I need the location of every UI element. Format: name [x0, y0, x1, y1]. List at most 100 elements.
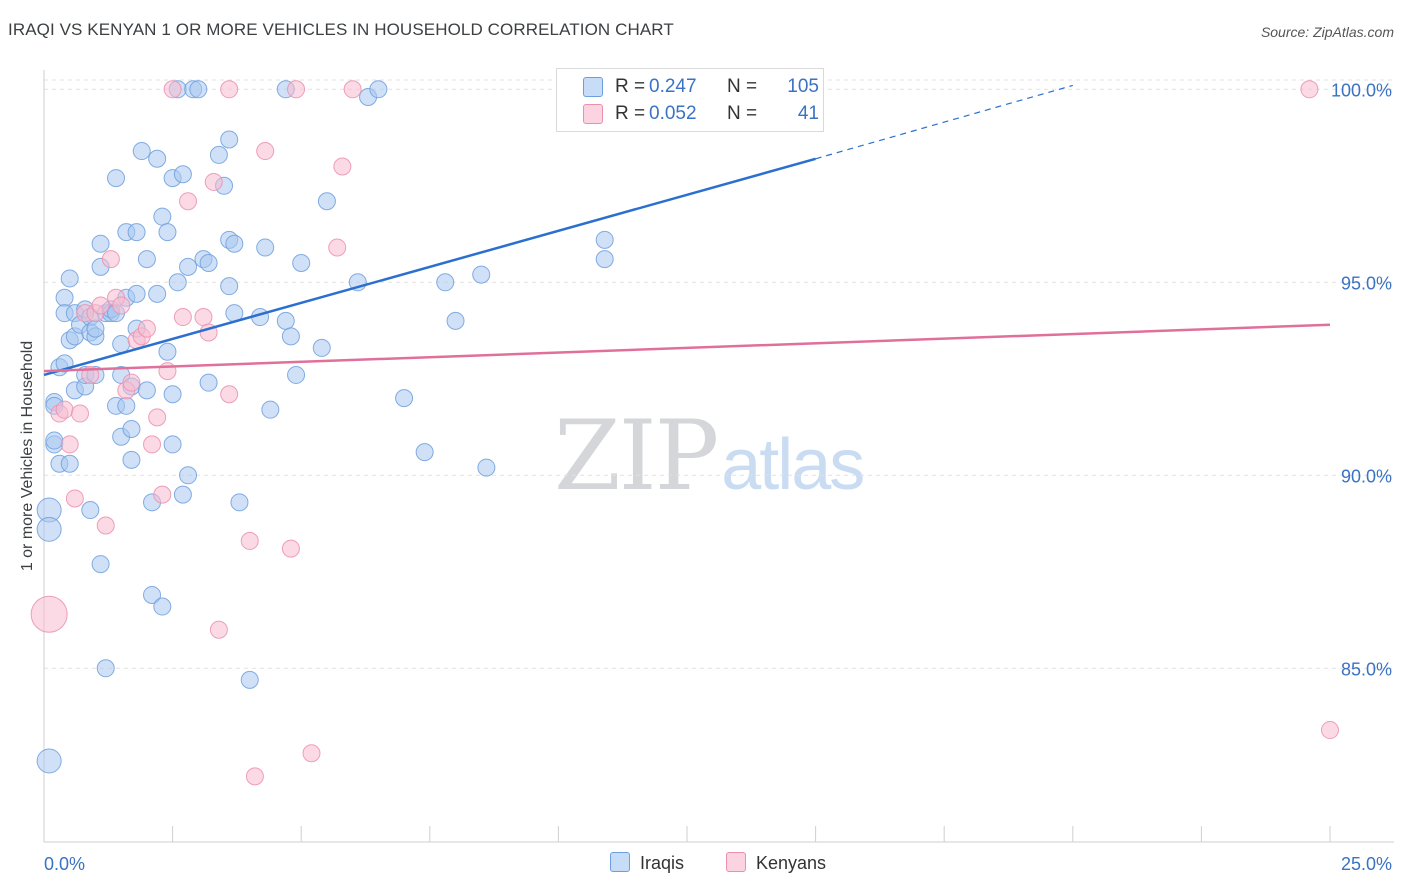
kenyan-point: [1321, 721, 1339, 740]
kenyan-point: [287, 80, 306, 99]
iraqi-point: [276, 311, 295, 330]
legend-r-value-kenyans: 0.052: [649, 103, 697, 124]
watermark: ZIPatlas: [554, 400, 865, 512]
iraqi-point: [122, 450, 141, 469]
iraqi-point: [595, 250, 614, 269]
iraqi-point: [132, 142, 151, 161]
kenyan-point: [173, 308, 192, 327]
iraqi-point: [173, 165, 192, 184]
legend-swatch-kenyans: [583, 104, 603, 124]
kenyan-point: [30, 595, 68, 633]
y-tick-label: 90.0%: [1341, 466, 1392, 486]
iraqi-trend-line: [43, 157, 816, 377]
bottom-legend-iraqis: Iraqis: [610, 852, 684, 874]
iraqi-point: [112, 335, 131, 354]
legend-swatch-iraqis: [583, 77, 603, 97]
iraqi-point: [281, 327, 300, 346]
kenyan-point: [204, 172, 223, 191]
kenyan-point: [137, 319, 156, 338]
iraqi-point: [158, 342, 177, 361]
legend-n-key: N =: [727, 103, 758, 124]
kenyan-point: [143, 435, 162, 454]
kenyan-point: [55, 400, 74, 419]
iraqi-point: [127, 223, 146, 242]
iraqi-point: [148, 284, 167, 303]
y-tick-label: 95.0%: [1341, 273, 1392, 293]
iraqi-point: [122, 419, 141, 438]
kenyan-point: [163, 80, 182, 99]
iraqi-point: [81, 501, 100, 520]
kenyan-point: [245, 767, 264, 786]
correlation-legend: R = 0.247 N = 105 R = 0.052 N = 41: [556, 68, 824, 132]
iraqi-point: [60, 269, 79, 288]
legend-r-value-iraqis: 0.247: [649, 76, 697, 97]
kenyan-trend-line: [43, 323, 1331, 373]
iraqi-point: [317, 192, 336, 211]
iraqi-point: [137, 250, 156, 269]
iraqi-point: [240, 670, 259, 689]
iraqi-point: [127, 284, 146, 303]
iraqi-point: [595, 230, 614, 249]
x-tick-label: 0.0%: [44, 854, 85, 874]
iraqi-point: [148, 149, 167, 168]
iraqi-point: [292, 254, 311, 272]
iraqi-trend-extension: [815, 84, 1073, 160]
iraqi-point: [395, 389, 414, 408]
iraqi-point: [220, 277, 239, 296]
source-credit: Source: ZipAtlas.com: [1260, 24, 1394, 40]
iraqi-point: [45, 431, 64, 450]
iraqi-point: [36, 516, 62, 542]
x-tick-label: 25.0%: [1341, 854, 1392, 874]
kenyan-point: [240, 531, 259, 550]
iraqi-point: [107, 169, 126, 188]
iraqi-point: [446, 311, 465, 330]
kenyan-point: [153, 485, 172, 504]
bottom-legend-label-kenyans: Kenyans: [756, 853, 827, 873]
kenyan-point: [71, 404, 90, 423]
kenyan-point: [343, 80, 362, 99]
watermark-atlas: atlas: [721, 425, 865, 505]
kenyan-point: [96, 516, 115, 535]
iraqi-point: [168, 273, 187, 292]
iraqi-point: [472, 265, 491, 284]
iraqi-point: [256, 238, 275, 257]
kenyan-point: [158, 362, 177, 381]
iraqi-point: [199, 373, 218, 392]
watermark-zip: ZIP: [554, 400, 719, 512]
bottom-legend-kenyans: Kenyans: [726, 852, 826, 874]
iraqi-point: [117, 396, 136, 415]
bottom-legend-label-iraqis: Iraqis: [640, 853, 685, 873]
legend-row-kenyans: R = 0.052 N = 41: [557, 101, 823, 127]
kenyan-point: [179, 192, 198, 211]
kenyan-point: [333, 157, 352, 176]
legend-row-iraqis: R = 0.247 N = 105: [557, 74, 823, 100]
iraqi-point: [199, 254, 218, 272]
kenyan-point: [112, 296, 131, 315]
kenyan-point: [220, 385, 239, 404]
kenyan-point: [65, 489, 84, 508]
iraqi-point: [158, 223, 177, 242]
kenyan-point: [1300, 80, 1319, 99]
kenyan-point: [256, 142, 275, 161]
legend-n-value-iraqis: 105: [787, 76, 819, 97]
iraqi-point: [179, 257, 198, 276]
kenyan-point: [220, 80, 239, 99]
bottom-legend-swatch-iraqis: [610, 852, 630, 872]
iraqi-point: [436, 273, 455, 292]
y-tick-label: 85.0%: [1341, 659, 1392, 679]
iraqi-point: [86, 319, 105, 338]
iraqi-point: [143, 585, 162, 604]
legend-r-key: R =: [615, 103, 646, 124]
iraqi-point: [36, 748, 62, 774]
iraqi-point: [163, 435, 182, 454]
iraqi-point: [287, 365, 306, 384]
iraqi-point: [60, 454, 79, 473]
legend-r-key: R =: [615, 76, 646, 97]
kenyan-point: [101, 250, 120, 269]
iraqi-point: [220, 130, 239, 149]
iraqi-point: [209, 145, 228, 164]
kenyan-point: [209, 620, 228, 639]
iraqi-point: [91, 234, 110, 253]
iraqi-point: [173, 485, 192, 504]
